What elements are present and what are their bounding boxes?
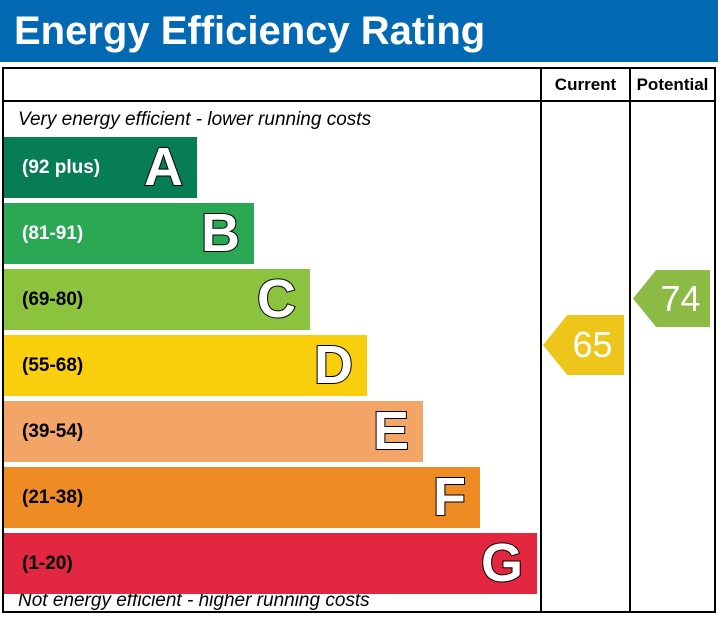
band-d: (55-68) D: [4, 334, 367, 396]
band-e: (39-54) E: [4, 400, 423, 462]
band-f: (21-38) F: [4, 466, 480, 528]
band-letter: A: [143, 136, 184, 198]
band-range-label: (21-38): [22, 486, 84, 508]
band-b: (81-91) B: [4, 202, 254, 264]
band-letter: C: [256, 268, 297, 330]
top-note: Very energy efficient - lower running co…: [18, 109, 372, 130]
current-column-divider: [540, 67, 542, 613]
band-range-label: (1-20): [22, 552, 73, 574]
page-title: Energy Efficiency Rating: [14, 8, 486, 53]
band-range-label: (69-80): [22, 288, 84, 310]
title-bar: Energy Efficiency Rating: [0, 0, 718, 62]
bottom-note: Not energy efficient - higher running co…: [18, 590, 370, 611]
band-range-label: (39-54): [22, 420, 84, 442]
band-range-label: (81-91): [22, 222, 84, 244]
band-c: (69-80) C: [4, 268, 310, 330]
current-rating-value: 65: [572, 324, 613, 365]
band-range-label: (92 plus): [22, 156, 101, 178]
band-range-label: (55-68): [22, 354, 84, 376]
potential-column-divider: [629, 67, 631, 613]
potential-column-header: Potential: [636, 74, 709, 94]
band-letter: F: [432, 466, 467, 528]
band-letter: B: [200, 202, 241, 264]
band-letter: D: [313, 334, 354, 396]
band-letter: E: [372, 400, 410, 462]
band-a: (92 plus) A: [4, 136, 197, 198]
band-g: (1-20) G: [4, 532, 537, 594]
band-letter: G: [480, 532, 524, 594]
potential-rating-value: 74: [660, 277, 701, 319]
current-column-header: Current: [554, 74, 617, 94]
header-row-divider: [2, 100, 716, 102]
